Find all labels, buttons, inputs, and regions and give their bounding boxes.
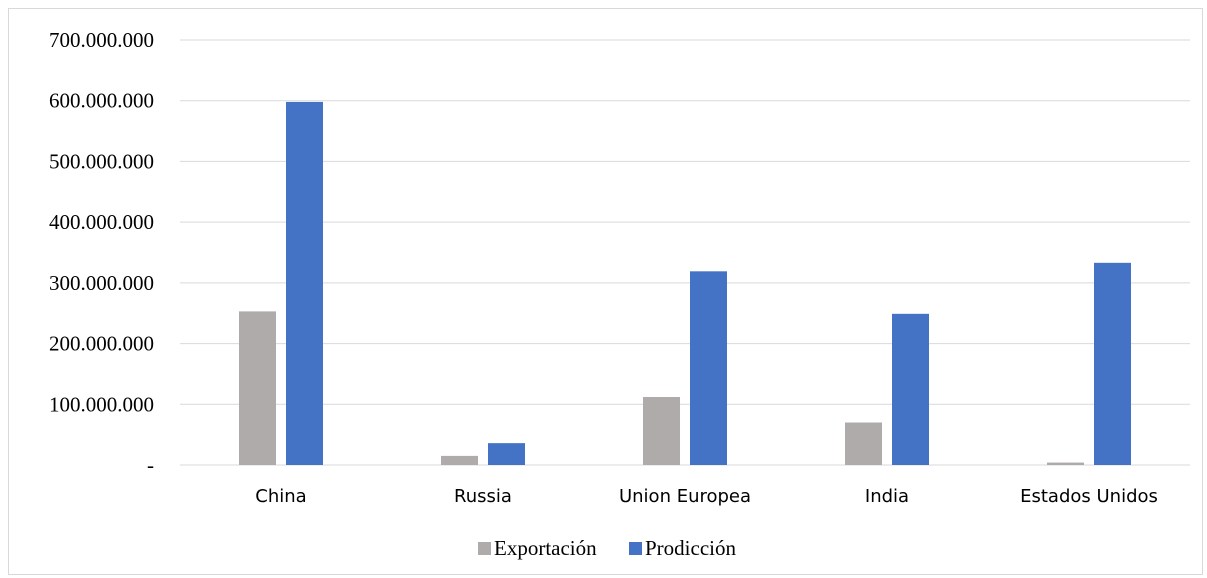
bar-estados-unidos-prodiccion	[1094, 262, 1131, 465]
y-tick-label: 100.000.000	[49, 392, 154, 416]
x-tick-label: China	[255, 486, 306, 507]
bar-india-exportacion	[845, 422, 882, 465]
bar-union-europea-exportacion	[643, 397, 680, 465]
legend-label: Prodicción	[645, 536, 736, 560]
y-axis: - 100.000.000 200.000.000 300.000.000 400.00…	[49, 28, 154, 477]
y-tick-label: 700.000.000	[49, 28, 154, 52]
x-tick-label: Estados Unidos	[1020, 486, 1158, 507]
chart-frame	[8, 8, 1203, 575]
bar-union-europea-prodiccion	[690, 271, 727, 465]
legend: Exportación Prodicción	[478, 536, 736, 560]
legend-swatch	[629, 542, 642, 555]
bars	[239, 101, 1131, 465]
y-tick-label: 300.000.000	[49, 271, 154, 295]
x-tick-label: India	[865, 486, 909, 507]
x-axis: China Russia Union Europea India Estados Uni…	[255, 486, 1158, 507]
bar-china-prodiccion	[286, 101, 323, 465]
bar-estados-unidos-exportacion	[1047, 462, 1084, 465]
y-tick-label: 400.000.000	[49, 210, 154, 234]
bar-russia-exportacion	[441, 455, 478, 465]
bar-india-prodiccion	[892, 313, 929, 465]
y-tick-label: 600.000.000	[49, 89, 154, 113]
y-tick-label: 200.000.000	[49, 332, 154, 356]
y-tick-label: -	[147, 453, 154, 477]
bar-china-exportacion	[239, 311, 276, 465]
gridlines	[180, 39, 1190, 466]
x-tick-label: Russia	[454, 486, 512, 507]
legend-label: Exportación	[494, 536, 597, 560]
bar-russia-prodiccion	[488, 443, 525, 465]
y-tick-label: 500.000.000	[49, 149, 154, 173]
x-tick-label: Union Europea	[619, 486, 751, 507]
legend-swatch	[478, 542, 491, 555]
